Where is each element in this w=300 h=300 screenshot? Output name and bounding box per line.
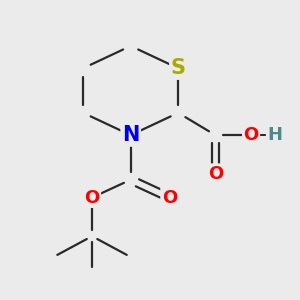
- Text: H: H: [267, 126, 282, 144]
- Text: O: O: [162, 189, 177, 207]
- Text: O: O: [243, 126, 259, 144]
- Text: O: O: [208, 165, 223, 183]
- Text: S: S: [171, 58, 186, 78]
- Text: N: N: [122, 125, 140, 145]
- Text: O: O: [84, 189, 100, 207]
